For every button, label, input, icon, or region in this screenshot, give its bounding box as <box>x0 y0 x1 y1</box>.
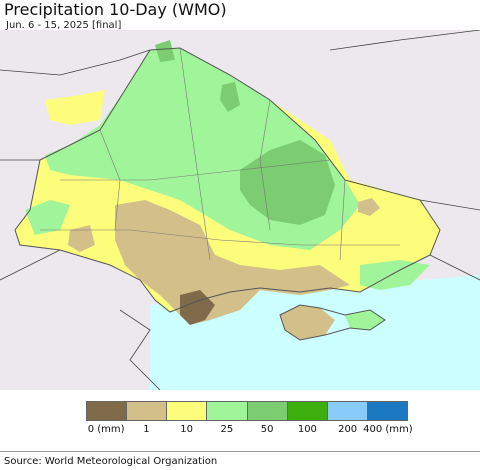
map-title: Precipitation 10-Day (WMO) <box>4 0 227 19</box>
legend-colorbar <box>86 401 408 421</box>
legend-swatch-4 <box>247 402 288 420</box>
region-green-north-b <box>220 82 240 112</box>
region-yellow-nw <box>45 90 105 125</box>
legend-tick-label: 400 (mm) <box>363 424 413 435</box>
legend-swatch-1 <box>127 402 168 420</box>
legend-tick-label: 10 <box>180 424 193 435</box>
legend-tick-label: 1 <box>143 424 150 435</box>
region-tan-crimea <box>280 305 335 340</box>
map-subtitle: Jun. 6 - 15, 2025 [final] <box>6 20 122 31</box>
legend-swatch-2 <box>167 402 208 420</box>
precipitation-map <box>0 29 480 391</box>
region-tan-east <box>358 198 380 216</box>
neighbour-borders <box>0 29 480 391</box>
region-green-north-a <box>155 40 175 62</box>
legend-tick-label: 50 <box>260 424 274 435</box>
ukraine-border <box>14 47 441 313</box>
footer-divider <box>0 451 480 452</box>
legend-tick-label: 0 (mm) <box>87 424 125 435</box>
legend-swatch-5 <box>287 402 328 420</box>
region-light-green-crimea <box>345 310 385 330</box>
legend-tick-label: 25 <box>220 424 234 435</box>
source-text: Source: World Meteorological Organizatio… <box>4 456 218 467</box>
region-tan-west <box>68 225 95 252</box>
legend-swatch-0 <box>87 402 128 420</box>
oblast-borders <box>40 47 400 261</box>
map-canvas <box>0 29 480 391</box>
crimea-border <box>279 304 386 341</box>
region-green-east <box>240 140 335 225</box>
legend-swatch-7 <box>367 402 407 420</box>
legend-tick-label: 200 <box>338 424 358 435</box>
legend-tick-label: 100 <box>297 424 317 435</box>
region-tan-central <box>115 200 350 325</box>
legend-swatch-6 <box>327 402 368 420</box>
region-light-green-west <box>25 200 70 235</box>
legend-swatch-3 <box>207 402 248 420</box>
